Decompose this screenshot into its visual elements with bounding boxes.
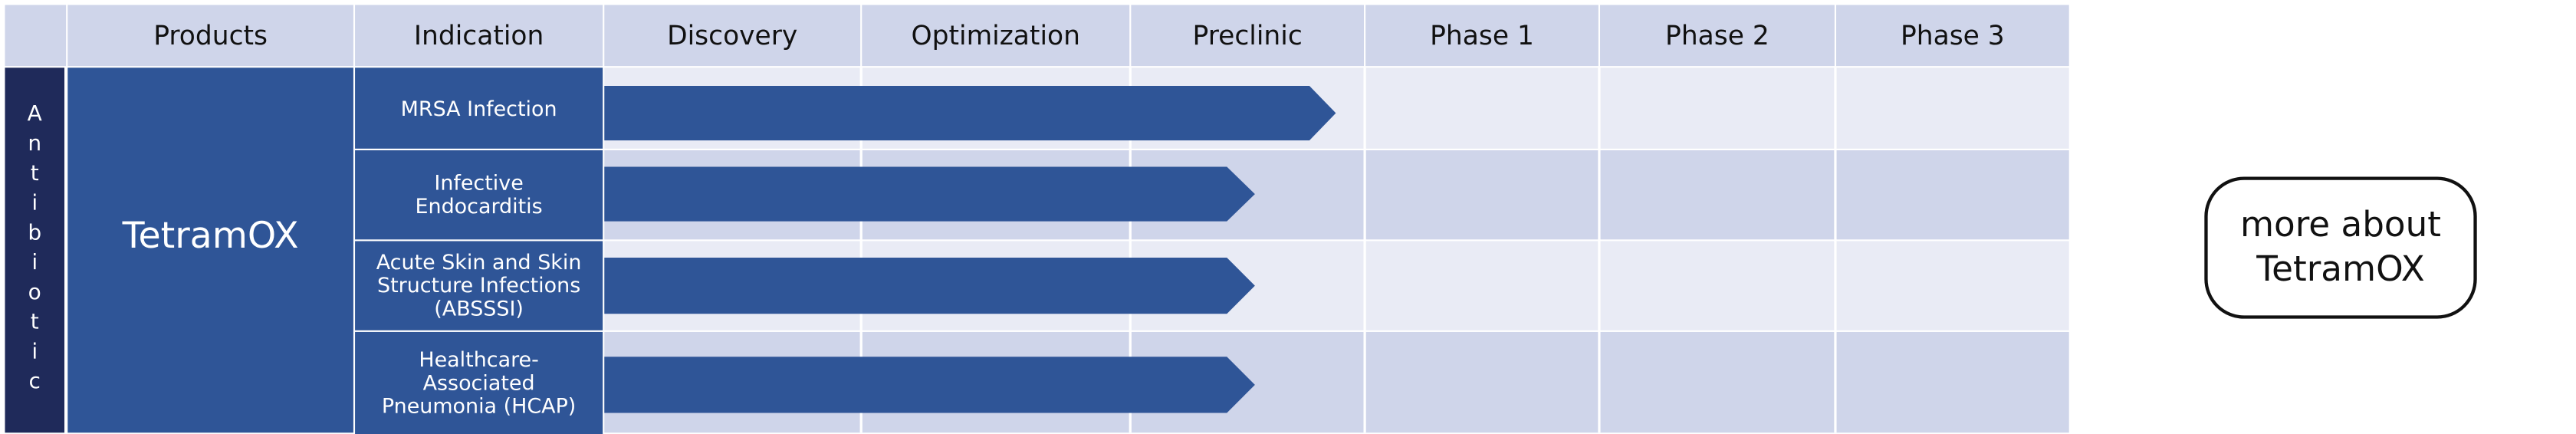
column-header: Indication (355, 5, 603, 67)
column-header: Optimization (862, 5, 1130, 67)
column-header: Phase 1 (1365, 5, 1598, 67)
column-header: Discovery (604, 5, 861, 67)
progress-arrow (604, 166, 1255, 222)
progress-arrow (604, 257, 1255, 314)
column-header: Products (67, 5, 353, 67)
progress-arrow (604, 85, 1336, 141)
indication: Healthcare-Associated Pneumonia (HCAP) (355, 331, 603, 434)
indication: MRSA Infection (355, 67, 603, 149)
column-header: Phase 2 (1600, 5, 1835, 67)
category-label: Antibiotic (22, 102, 48, 400)
corner-cell (5, 5, 67, 67)
progress-arrow (604, 357, 1255, 413)
product-label: TetramOX (122, 216, 299, 258)
column-header: Preclinic (1131, 5, 1365, 67)
indication: Acute Skin and Skin Structure Infections… (355, 241, 603, 330)
column-header: Phase 3 (1836, 5, 2069, 67)
product-cell (67, 67, 353, 433)
category-cell (5, 67, 64, 433)
more-button[interactable]: more about TetramOX (2204, 176, 2477, 319)
indication: Infective Endocarditis (355, 150, 603, 240)
